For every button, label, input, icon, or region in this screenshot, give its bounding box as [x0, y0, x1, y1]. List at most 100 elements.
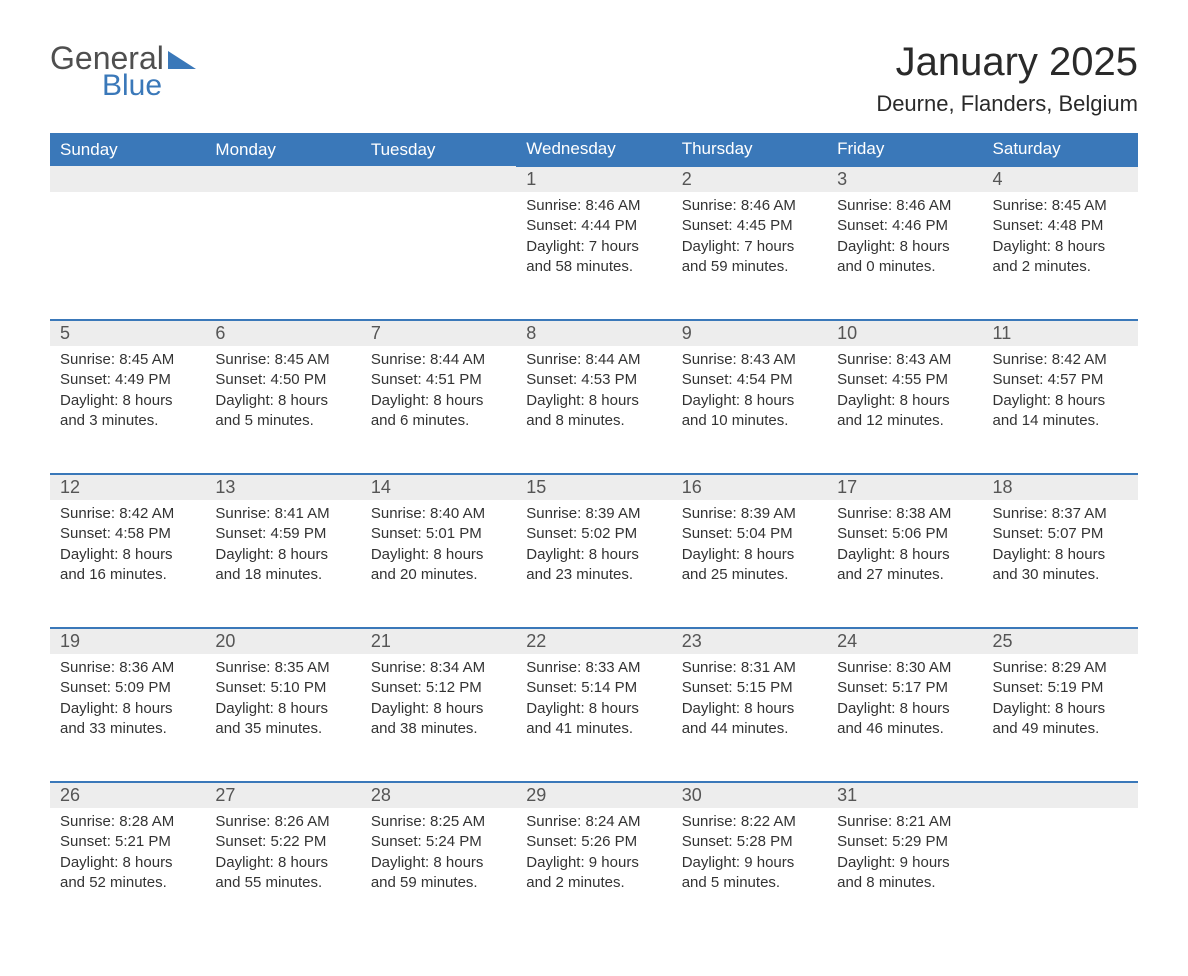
- sunrise-text: Sunrise: 8:26 AM: [215, 812, 350, 832]
- day-content-cell: Sunrise: 8:46 AMSunset: 4:46 PMDaylight:…: [827, 192, 982, 320]
- day-number-row: 12131415161718: [50, 474, 1138, 500]
- day-content-cell: Sunrise: 8:25 AMSunset: 5:24 PMDaylight:…: [361, 808, 516, 936]
- day-number-cell: 18: [983, 474, 1138, 500]
- day-content-row: Sunrise: 8:36 AMSunset: 5:09 PMDaylight:…: [50, 654, 1138, 782]
- sunset-text: Sunset: 5:24 PM: [371, 832, 506, 852]
- sunset-text: Sunset: 4:48 PM: [993, 216, 1128, 236]
- daylight-text: Daylight: 8 hours and 2 minutes.: [993, 237, 1128, 278]
- day-number-cell: [983, 782, 1138, 808]
- sunset-text: Sunset: 5:17 PM: [837, 678, 972, 698]
- sunset-text: Sunset: 5:04 PM: [682, 524, 817, 544]
- sunrise-text: Sunrise: 8:34 AM: [371, 658, 506, 678]
- day-content-cell: Sunrise: 8:43 AMSunset: 4:54 PMDaylight:…: [672, 346, 827, 474]
- sunset-text: Sunset: 5:12 PM: [371, 678, 506, 698]
- day-content-cell: Sunrise: 8:41 AMSunset: 4:59 PMDaylight:…: [205, 500, 360, 628]
- logo-triangle-icon: [168, 51, 196, 69]
- day-content-row: Sunrise: 8:28 AMSunset: 5:21 PM Daylight:…: [50, 808, 1138, 936]
- sunrise-text: Sunrise: 8:42 AM: [60, 504, 195, 524]
- day-number-cell: 3: [827, 166, 982, 192]
- day-number-cell: 5: [50, 320, 205, 346]
- sunset-text: Sunset: 4:55 PM: [837, 370, 972, 390]
- col-friday: Friday: [827, 133, 982, 166]
- day-number-cell: 21: [361, 628, 516, 654]
- sunset-text: Sunset: 5:14 PM: [526, 678, 661, 698]
- daylight-text: Daylight: 8 hours and 10 minutes.: [682, 391, 817, 432]
- day-number-cell: 20: [205, 628, 360, 654]
- day-content-cell: Sunrise: 8:28 AMSunset: 5:21 PMDaylight:…: [50, 808, 205, 936]
- day-number-row: 19202122232425: [50, 628, 1138, 654]
- daylight-text: Daylight: 8 hours and 27 minutes.: [837, 545, 972, 586]
- calendar-body: 1234Sunrise: 8:46 AMSunset: 4:44 PMDayli…: [50, 166, 1138, 936]
- day-number-cell: 13: [205, 474, 360, 500]
- day-number-row: 262728293031: [50, 782, 1138, 808]
- sunset-text: Sunset: 5:09 PM: [60, 678, 195, 698]
- sunrise-text: Sunrise: 8:44 AM: [371, 350, 506, 370]
- day-number-cell: 24: [827, 628, 982, 654]
- daylight-text: Daylight: 8 hours and 38 minutes.: [371, 699, 506, 740]
- sunset-text: Sunset: 4:51 PM: [371, 370, 506, 390]
- sunset-text: Sunset: 4:44 PM: [526, 216, 661, 236]
- daylight-text: Daylight: 8 hours and 12 minutes.: [837, 391, 972, 432]
- day-content-cell: [50, 192, 205, 320]
- day-number-cell: 17: [827, 474, 982, 500]
- day-content-cell: [205, 192, 360, 320]
- day-content-cell: Sunrise: 8:39 AMSunset: 5:02 PMDaylight:…: [516, 500, 671, 628]
- day-content-cell: Sunrise: 8:46 AMSunset: 4:45 PMDaylight:…: [672, 192, 827, 320]
- sunset-text: Sunset: 5:21 PM: [60, 832, 195, 852]
- sunset-text: Sunset: 5:29 PM: [837, 832, 972, 852]
- col-saturday: Saturday: [983, 133, 1138, 166]
- day-content-cell: Sunrise: 8:33 AMSunset: 5:14 PMDaylight:…: [516, 654, 671, 782]
- sunset-text: Sunset: 4:50 PM: [215, 370, 350, 390]
- daylight-text: Daylight: 8 hours and 0 minutes.: [837, 237, 972, 278]
- sunrise-text: Sunrise: 8:28 AM: [60, 812, 195, 832]
- daylight-text: Daylight: 8 hours and 44 minutes.: [682, 699, 817, 740]
- page-header: General Blue January 2025 Deurne, Flande…: [50, 40, 1138, 117]
- sunrise-text: Sunrise: 8:35 AM: [215, 658, 350, 678]
- sunrise-text: Sunrise: 8:31 AM: [682, 658, 817, 678]
- daylight-text: Daylight: 8 hours and 33 minutes.: [60, 699, 195, 740]
- title-block: January 2025 Deurne, Flanders, Belgium: [876, 40, 1138, 117]
- daylight-text: Daylight: 8 hours and 23 minutes.: [526, 545, 661, 586]
- day-number-cell: 10: [827, 320, 982, 346]
- day-number-row: 567891011: [50, 320, 1138, 346]
- day-content-cell: Sunrise: 8:42 AMSunset: 4:57 PMDaylight:…: [983, 346, 1138, 474]
- daylight-text: Daylight: 9 hours and 8 minutes.: [837, 853, 972, 894]
- sunrise-text: Sunrise: 8:43 AM: [837, 350, 972, 370]
- sunrise-text: Sunrise: 8:43 AM: [682, 350, 817, 370]
- day-content-cell: Sunrise: 8:38 AMSunset: 5:06 PMDaylight:…: [827, 500, 982, 628]
- daylight-text: Daylight: 8 hours and 18 minutes.: [215, 545, 350, 586]
- day-number-cell: [205, 166, 360, 192]
- day-number-cell: 11: [983, 320, 1138, 346]
- sunrise-text: Sunrise: 8:40 AM: [371, 504, 506, 524]
- sunrise-text: Sunrise: 8:37 AM: [993, 504, 1128, 524]
- day-content-cell: Sunrise: 8:24 AMSunset: 5:26 PMDaylight:…: [516, 808, 671, 936]
- day-number-cell: 19: [50, 628, 205, 654]
- day-number-cell: [361, 166, 516, 192]
- sunrise-text: Sunrise: 8:46 AM: [682, 196, 817, 216]
- sunrise-text: Sunrise: 8:46 AM: [526, 196, 661, 216]
- day-number-cell: 16: [672, 474, 827, 500]
- sunrise-text: Sunrise: 8:45 AM: [993, 196, 1128, 216]
- day-content-cell: Sunrise: 8:43 AMSunset: 4:55 PMDaylight:…: [827, 346, 982, 474]
- day-content-cell: Sunrise: 8:42 AMSunset: 4:58 PMDaylight:…: [50, 500, 205, 628]
- day-content-cell: Sunrise: 8:45 AMSunset: 4:50 PMDaylight:…: [205, 346, 360, 474]
- sunrise-text: Sunrise: 8:39 AM: [682, 504, 817, 524]
- day-content-cell: Sunrise: 8:45 AMSunset: 4:48 PMDaylight:…: [983, 192, 1138, 320]
- day-number-cell: 1: [516, 166, 671, 192]
- daylight-text: Daylight: 8 hours and 3 minutes.: [60, 391, 195, 432]
- daylight-text: Daylight: 8 hours and 30 minutes.: [993, 545, 1128, 586]
- sunset-text: Sunset: 5:26 PM: [526, 832, 661, 852]
- daylight-text: Daylight: 8 hours and 14 minutes.: [993, 391, 1128, 432]
- daylight-text: Daylight: 8 hours and 5 minutes.: [215, 391, 350, 432]
- calendar-header-row: Sunday Monday Tuesday Wednesday Thursday…: [50, 133, 1138, 166]
- day-content-cell: Sunrise: 8:44 AMSunset: 4:53 PMDaylight:…: [516, 346, 671, 474]
- daylight-text: Daylight: 8 hours and 41 minutes.: [526, 699, 661, 740]
- sunset-text: Sunset: 5:02 PM: [526, 524, 661, 544]
- day-number-cell: 25: [983, 628, 1138, 654]
- day-content-cell: Sunrise: 8:34 AMSunset: 5:12 PMDaylight:…: [361, 654, 516, 782]
- daylight-text: Daylight: 8 hours and 25 minutes.: [682, 545, 817, 586]
- day-number-cell: 23: [672, 628, 827, 654]
- sunset-text: Sunset: 5:06 PM: [837, 524, 972, 544]
- sunrise-text: Sunrise: 8:30 AM: [837, 658, 972, 678]
- day-number-cell: 8: [516, 320, 671, 346]
